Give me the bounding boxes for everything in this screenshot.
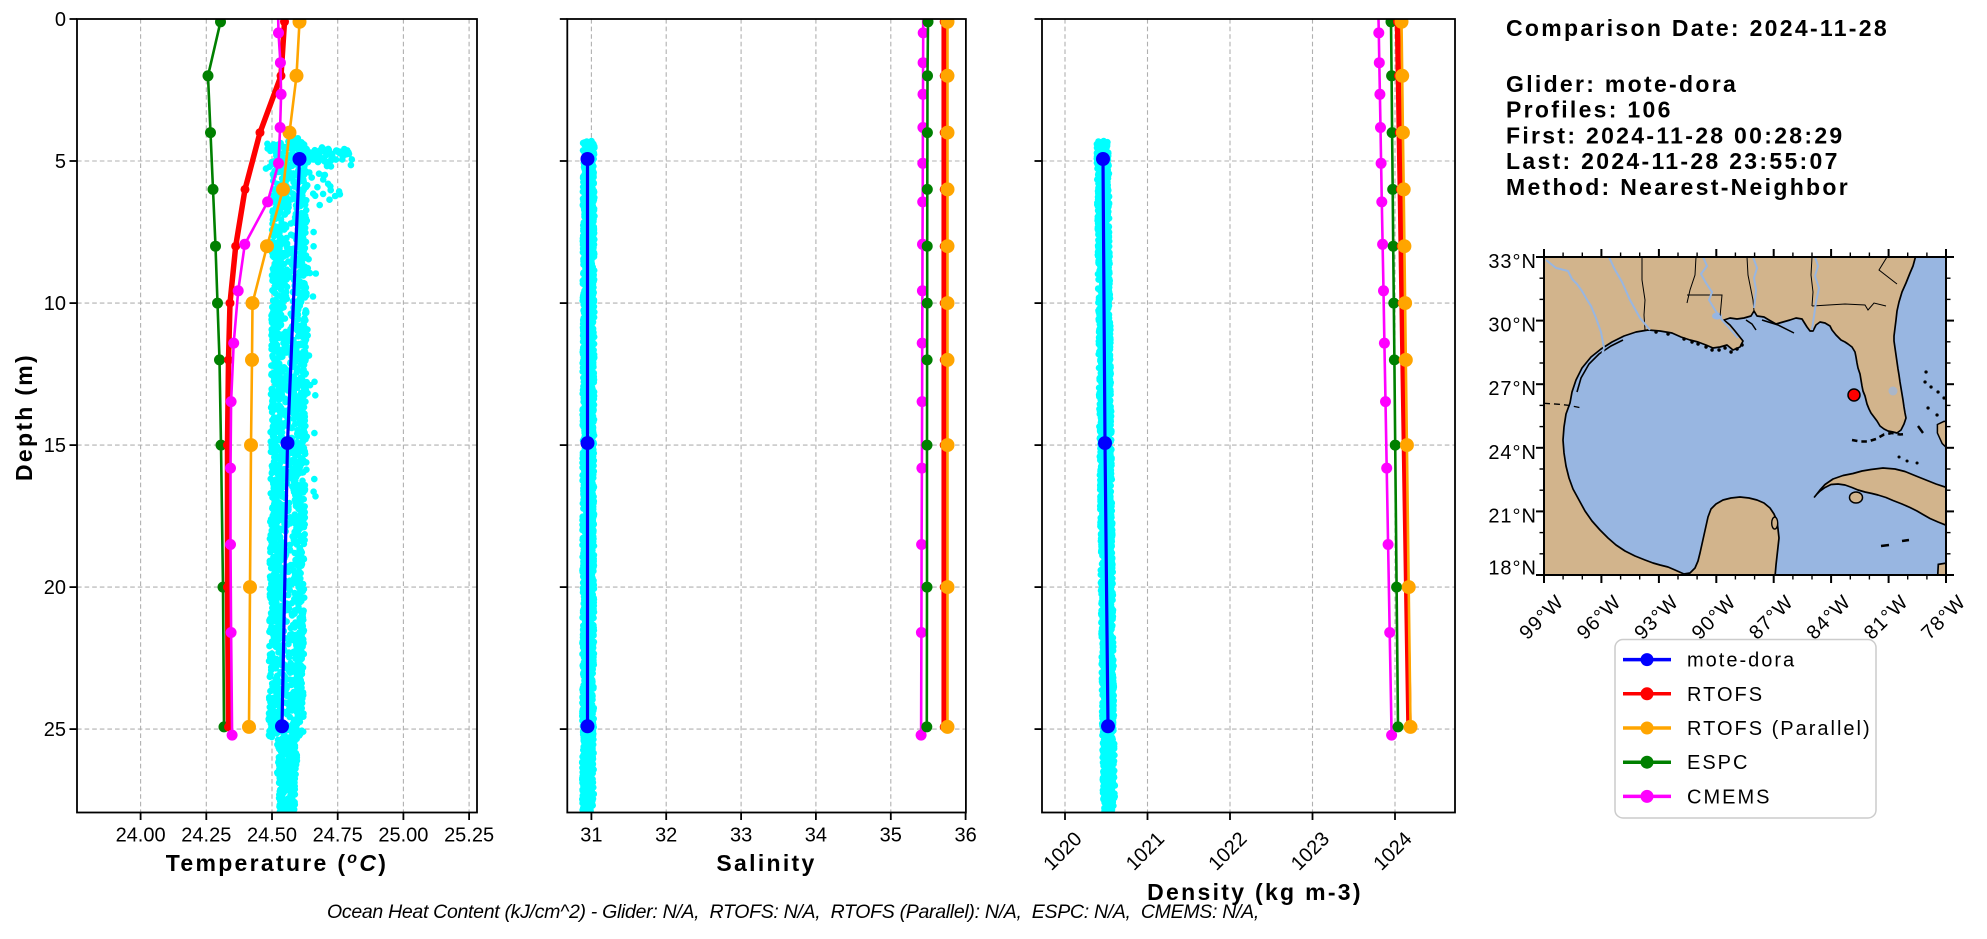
svg-text:33: 33 bbox=[730, 825, 752, 847]
svg-text:24.75: 24.75 bbox=[313, 825, 363, 847]
svg-text:ESPC: ESPC bbox=[1687, 752, 1749, 774]
svg-text:Profiles: 106: Profiles: 106 bbox=[1506, 97, 1673, 123]
svg-text:Temperature (oC): Temperature (oC) bbox=[166, 850, 389, 876]
svg-text:32: 32 bbox=[655, 825, 677, 847]
svg-text:20: 20 bbox=[44, 577, 66, 599]
svg-text:24°N: 24°N bbox=[1488, 442, 1537, 464]
svg-text:31: 31 bbox=[580, 825, 602, 847]
svg-text:First: 2024-11-28 00:28:29: First: 2024-11-28 00:28:29 bbox=[1506, 122, 1845, 148]
svg-text:34: 34 bbox=[805, 825, 827, 847]
svg-text:18°N: 18°N bbox=[1488, 558, 1537, 580]
svg-text:10: 10 bbox=[44, 293, 66, 315]
svg-text:24.50: 24.50 bbox=[247, 825, 297, 847]
svg-text:25.00: 25.00 bbox=[378, 825, 428, 847]
svg-text:Glider: mote-dora: Glider: mote-dora bbox=[1506, 71, 1738, 97]
svg-text:Method: Nearest-Neighbor: Method: Nearest-Neighbor bbox=[1506, 174, 1850, 200]
svg-text:25: 25 bbox=[44, 719, 66, 741]
svg-text:30°N: 30°N bbox=[1488, 315, 1537, 337]
svg-text:36: 36 bbox=[954, 825, 976, 847]
svg-text:Density (kg m-3): Density (kg m-3) bbox=[1147, 879, 1363, 905]
svg-text:Comparison Date: 2024-11-28: Comparison Date: 2024-11-28 bbox=[1506, 15, 1889, 41]
svg-text:33°N: 33°N bbox=[1488, 251, 1537, 273]
svg-text:Salinity: Salinity bbox=[716, 850, 816, 876]
svg-text:Ocean Heat Content (kJ/cm^2) -: Ocean Heat Content (kJ/cm^2) - Glider: N… bbox=[327, 901, 1259, 923]
svg-text:5: 5 bbox=[55, 151, 66, 173]
svg-text:Depth (m): Depth (m) bbox=[11, 353, 37, 481]
svg-text:27°N: 27°N bbox=[1488, 378, 1537, 400]
svg-text:24.25: 24.25 bbox=[181, 825, 231, 847]
svg-text:0: 0 bbox=[55, 9, 66, 31]
svg-text:15: 15 bbox=[44, 435, 66, 457]
svg-text:CMEMS: CMEMS bbox=[1687, 786, 1771, 808]
svg-text:21°N: 21°N bbox=[1488, 505, 1537, 527]
svg-text:RTOFS (Parallel): RTOFS (Parallel) bbox=[1687, 718, 1872, 740]
svg-text:mote-dora: mote-dora bbox=[1687, 650, 1796, 672]
svg-text:35: 35 bbox=[880, 825, 902, 847]
svg-text:24.00: 24.00 bbox=[116, 825, 166, 847]
svg-text:25.25: 25.25 bbox=[444, 825, 494, 847]
svg-text:Last: 2024-11-28 23:55:07: Last: 2024-11-28 23:55:07 bbox=[1506, 148, 1840, 174]
svg-text:RTOFS: RTOFS bbox=[1687, 684, 1764, 706]
